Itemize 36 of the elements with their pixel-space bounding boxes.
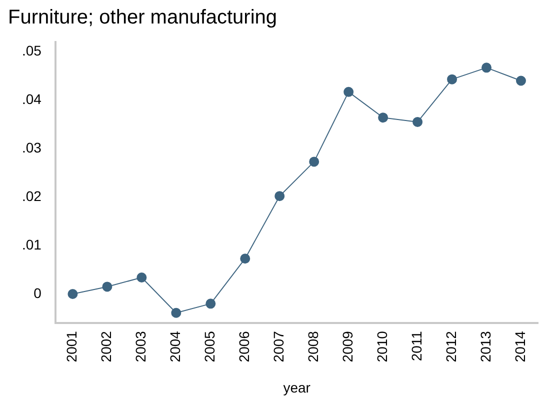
point (378, 112, 388, 123)
y-tick-label: .02 (22, 188, 42, 204)
x-axis-title: year (283, 379, 311, 396)
x-tick-label: 2006 (236, 330, 252, 362)
x-tick-label: 2013 (477, 330, 494, 362)
point (516, 76, 526, 86)
x-tick-label: 2009 (339, 330, 356, 362)
point (412, 116, 423, 127)
x-tick-label: 2007 (270, 330, 286, 362)
x-tick-label: 2010 (374, 330, 390, 362)
y-tick-label: .05 (22, 42, 42, 59)
point (447, 74, 458, 84)
x-tick-label: 2011 (408, 330, 424, 362)
point (136, 272, 147, 283)
y-tick-label: .03 (22, 139, 42, 156)
x-tick-label: 2003 (132, 330, 149, 362)
point (68, 288, 78, 299)
x-tick-label: 2012 (442, 330, 459, 362)
x-tick-label: 2002 (98, 330, 114, 362)
point (482, 62, 492, 73)
y-tick-label: .04 (22, 91, 42, 108)
x-tick-label: 2004 (167, 330, 184, 362)
chart-title: Furniture; other manufacturing (8, 6, 278, 29)
point (171, 308, 182, 318)
y-tick-label: 0 (34, 284, 42, 301)
y-tick-label: .01 (22, 236, 42, 252)
x-tick-label: 2008 (304, 330, 321, 362)
x-tick-label: 2005 (201, 330, 218, 362)
point (309, 156, 320, 167)
point (240, 254, 250, 264)
point (344, 86, 354, 97)
point (206, 298, 216, 309)
x-tick-label: 2001 (64, 330, 80, 362)
x-tick-label: 2014 (512, 330, 528, 362)
point (102, 282, 112, 292)
point (274, 191, 285, 202)
